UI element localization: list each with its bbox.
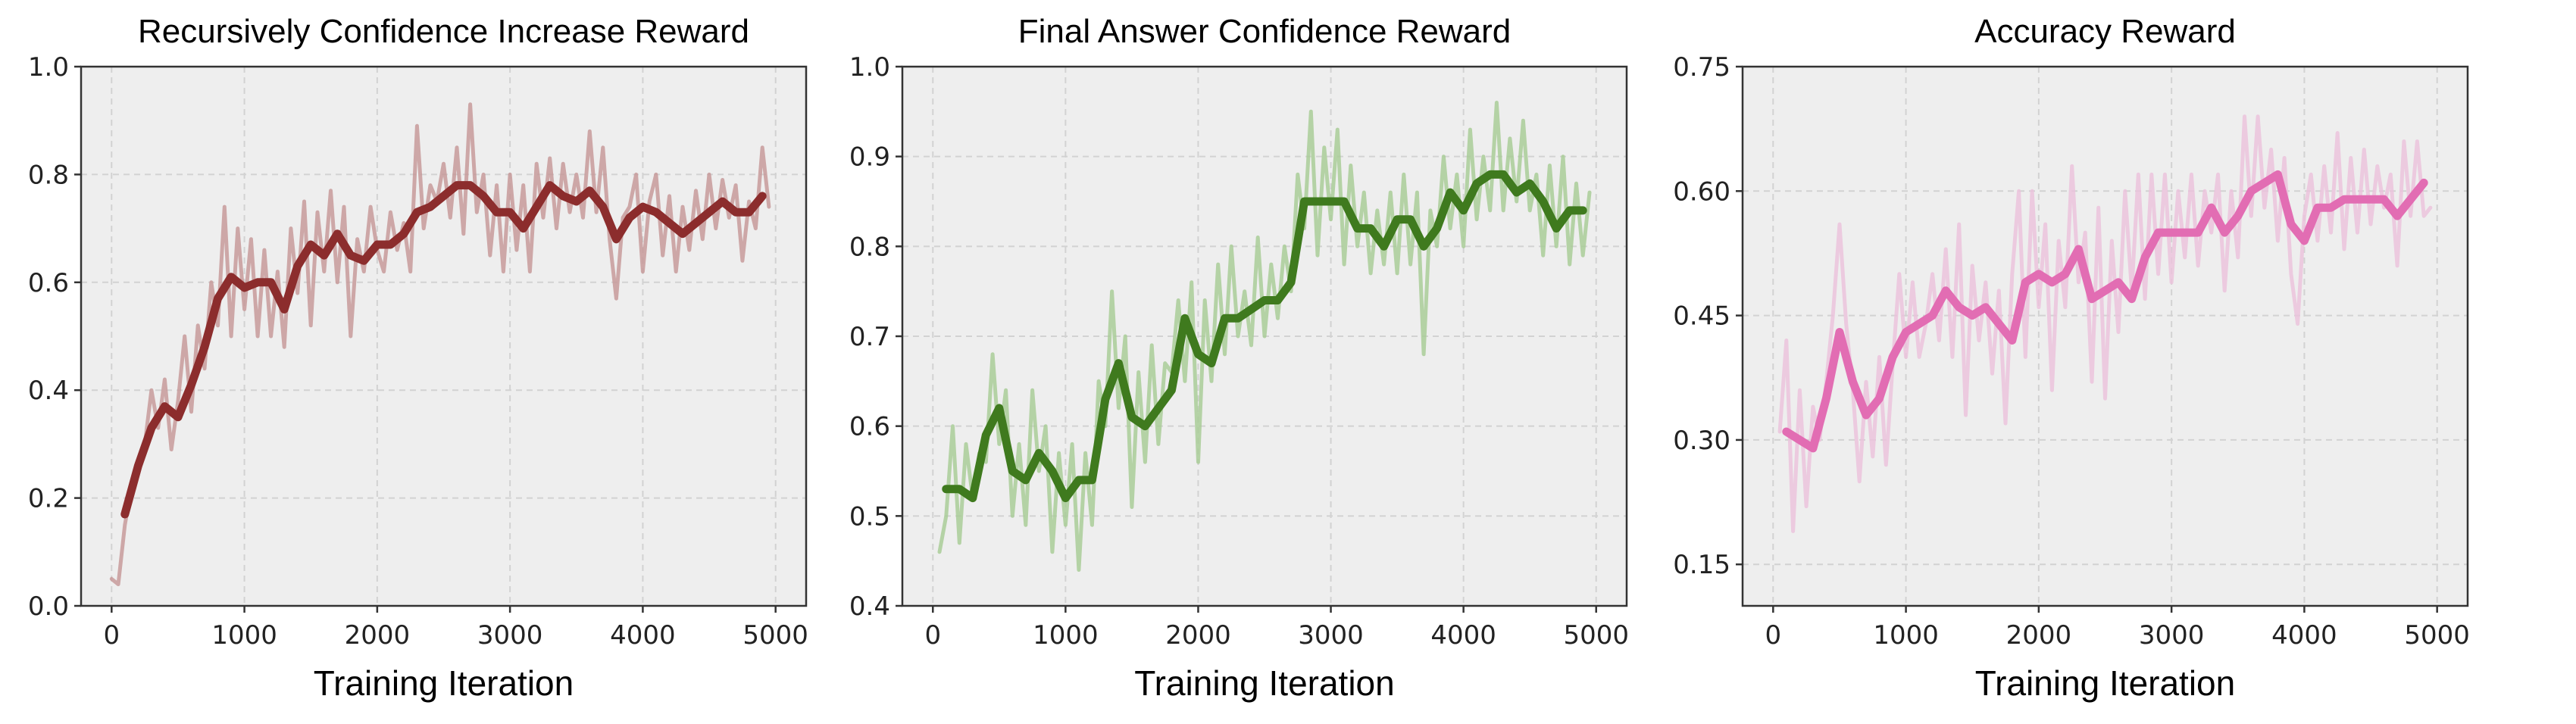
x-tick-label: 1000 [1873,620,1939,651]
chart-title: Accuracy Reward [1974,13,2236,50]
x-tick-label: 3000 [1298,620,1364,651]
chart-panel-1: 0 1000 2000 3000 4000 5000 0.0 0.2 0.4 0.6 0.8 1.0 R… [28,13,808,703]
x-axis-label: Training Iteration [314,663,574,703]
x-tick-label: 0 [924,620,941,651]
x-tick-label: 2000 [345,620,411,651]
y-tick-label: 0.2 [28,484,69,514]
x-tick-label: 2000 [1165,620,1231,651]
y-tick-label: 0.45 [1673,301,1730,332]
x-tick-label: 5000 [1563,620,1629,651]
raw-reward-line [1777,114,2433,533]
y-tick-label: 0.8 [849,232,890,262]
x-tick-label: 1000 [1033,620,1099,651]
smoothed-reward-line [942,170,1587,503]
chart-panel-2: 0 1000 2000 3000 4000 5000 0.4 0.5 0.6 0.7 0.8 0.9 1… [849,13,1629,703]
smoothed-reward-line [1782,170,2428,453]
y-tick-label: 0.75 [1673,52,1730,83]
axes-frame [1741,65,2469,607]
x-axis-label: Training Iteration [1134,663,1394,703]
y-tick-label: 0.4 [28,376,69,406]
y-tick-label: 0.6 [849,412,890,442]
x-axis-label: Training Iteration [1975,663,2235,703]
x-tick-label: 0 [103,620,120,651]
y-tick-label: 0.5 [849,501,890,532]
axes-frame [80,65,808,607]
y-tick-label: 0.4 [849,591,890,622]
y-tick-label: 0.15 [1673,550,1730,580]
y-tick-label: 0.8 [28,160,69,190]
plot-background [81,67,806,606]
y-tick-label: 0.60 [1673,176,1730,207]
x-tick-label: 0 [1765,620,1781,651]
y-tick-label: 0.30 [1673,426,1730,456]
x-tick-label: 5000 [742,620,808,651]
y-tick-label: 1.0 [28,52,69,83]
y-tick-label: 1.0 [849,52,890,83]
y-tick-label: 0.9 [849,142,890,173]
smoothed-reward-line [120,181,767,519]
x-tick-label: 3000 [477,620,543,651]
chart-title: Recursively Confidence Increase Reward [138,13,749,50]
x-tick-label: 5000 [2404,620,2470,651]
x-tick-label: 1000 [211,620,277,651]
chart-panel-3: 0 1000 2000 3000 4000 5000 0.15 0.30 0.45 0.60 0.7… [1673,13,2470,703]
y-tick-label: 0.6 [28,268,69,298]
plot-background [1743,67,2468,606]
x-tick-label: 4000 [1430,620,1496,651]
x-tick-label: 4000 [610,620,676,651]
y-tick-label: 0.7 [849,322,890,352]
x-tick-label: 4000 [2271,620,2337,651]
x-tick-label: 2000 [2006,620,2072,651]
chart-title: Final Answer Confidence Reward [1018,13,1512,50]
y-tick-label: 0.0 [28,591,69,622]
x-tick-label: 3000 [2139,620,2205,651]
